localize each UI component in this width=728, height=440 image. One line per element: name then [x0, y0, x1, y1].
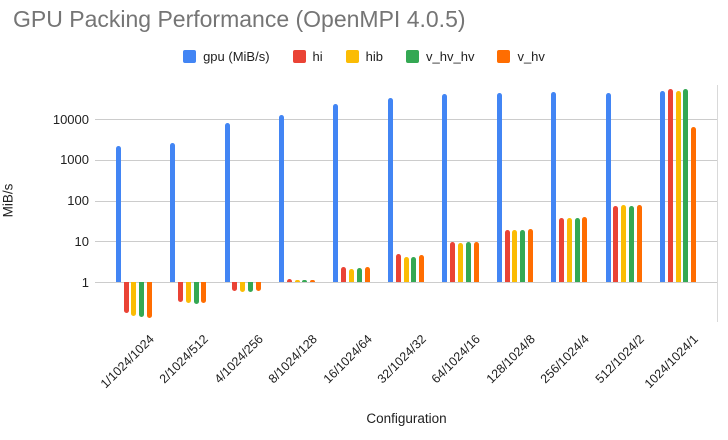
legend-item: hi [292, 48, 323, 64]
bar-gpu-mib-s- [279, 115, 285, 282]
legend-item: v_hv_hv [406, 49, 474, 64]
bar-gpu-mib-s- [660, 90, 665, 282]
x-axis-title: Configuration [366, 411, 447, 426]
bar-gpu-mib-s- [605, 93, 611, 282]
bar-hi [178, 282, 184, 303]
bar-v-hv-hv [302, 280, 308, 283]
bar-v-hv [147, 282, 152, 319]
bar-hib [457, 242, 463, 282]
y-axis-title: MiB/s [0, 183, 16, 218]
legend-label: gpu (MiB/s) [203, 48, 270, 64]
bar-v-hv [364, 267, 370, 282]
bar-v-hv-hv [683, 88, 689, 282]
bar-v-hv-hv [248, 282, 254, 292]
bar-v-hv [691, 126, 697, 282]
plot-right-border [717, 85, 718, 322]
bar-v-hv-hv [193, 282, 199, 304]
legend-item: v_hv [497, 48, 545, 64]
legend-swatch-icon [345, 49, 359, 63]
bar-v-hv [473, 242, 479, 282]
legend-swatch-icon [292, 49, 306, 63]
bar-gpu-mib-s- [496, 93, 502, 282]
bar-hib [566, 217, 572, 282]
bar-gpu-mib-s- [115, 145, 121, 282]
bar-v-hv [201, 282, 207, 304]
bar-gpu-mib-s- [224, 123, 230, 282]
bar-gpu-mib-s- [170, 143, 176, 282]
bar-v-hv [636, 204, 642, 282]
legend-swatch-icon [406, 49, 420, 63]
bar-v-hv [310, 279, 316, 282]
bar-hi [450, 242, 456, 282]
y-tick-label: 10000 [52, 111, 89, 127]
bar-gpu-mib-s- [442, 93, 448, 282]
legend-label: hib [365, 48, 384, 64]
bar-gpu-mib-s- [551, 92, 557, 282]
y-tick-label: 1 [81, 274, 89, 290]
bar-v-hv-hv [139, 282, 145, 317]
y-tick-label: 1000 [60, 152, 89, 168]
legend-swatch-icon [183, 49, 197, 63]
gridline [95, 200, 718, 202]
legend-item: gpu (MiB/s) [183, 48, 270, 64]
bar-hi [232, 282, 238, 291]
legend-label: v_hv [517, 48, 545, 64]
bar-hib [621, 204, 627, 282]
bar-hib [675, 90, 681, 282]
chart-title: GPU Packing Performance (OpenMPI 4.0.5) [13, 6, 466, 32]
bar-hib [131, 282, 137, 316]
gridline [95, 119, 718, 121]
gridline [95, 159, 718, 161]
bar-hib [294, 279, 300, 282]
y-tick-label: 100 [67, 193, 89, 209]
legend-label: v_hv_hv [426, 48, 475, 64]
bar-hi [123, 282, 129, 314]
bar-gpu-mib-s- [333, 104, 339, 282]
bar-hi [395, 254, 401, 282]
bar-v-hv-hv [628, 206, 634, 282]
bar-v-hv [582, 216, 588, 282]
legend: gpu (MiB/s) hi hib v_hv_hv v_hv [0, 47, 728, 65]
bar-hi [613, 205, 619, 282]
bar-hib [349, 268, 355, 282]
bar-v-hv-hv [465, 242, 471, 282]
legend-label: hi [312, 48, 323, 64]
bar-v-hv-hv [574, 217, 580, 282]
bar-v-hv [527, 229, 533, 282]
bar-hib [185, 282, 191, 304]
y-tick-label: 10 [74, 233, 89, 249]
bar-v-hv [255, 282, 261, 291]
bar-v-hv-hv [356, 268, 362, 282]
bar-v-hv-hv [520, 229, 526, 282]
bar-hi [286, 278, 292, 282]
bar-hib [240, 282, 246, 292]
legend-item: hib [345, 48, 384, 64]
bar-hi [504, 229, 510, 282]
bar-gpu-mib-s- [387, 98, 393, 282]
bar-hi [667, 88, 673, 282]
bar-hib [512, 229, 518, 282]
legend-swatch-icon [497, 49, 511, 63]
gridline [95, 282, 718, 283]
bar-hib [403, 257, 409, 282]
bar-hi [341, 267, 347, 282]
bar-v-hv [419, 254, 425, 282]
bar-v-hv-hv [411, 257, 417, 282]
gridline [95, 241, 718, 243]
bar-hi [558, 217, 564, 282]
